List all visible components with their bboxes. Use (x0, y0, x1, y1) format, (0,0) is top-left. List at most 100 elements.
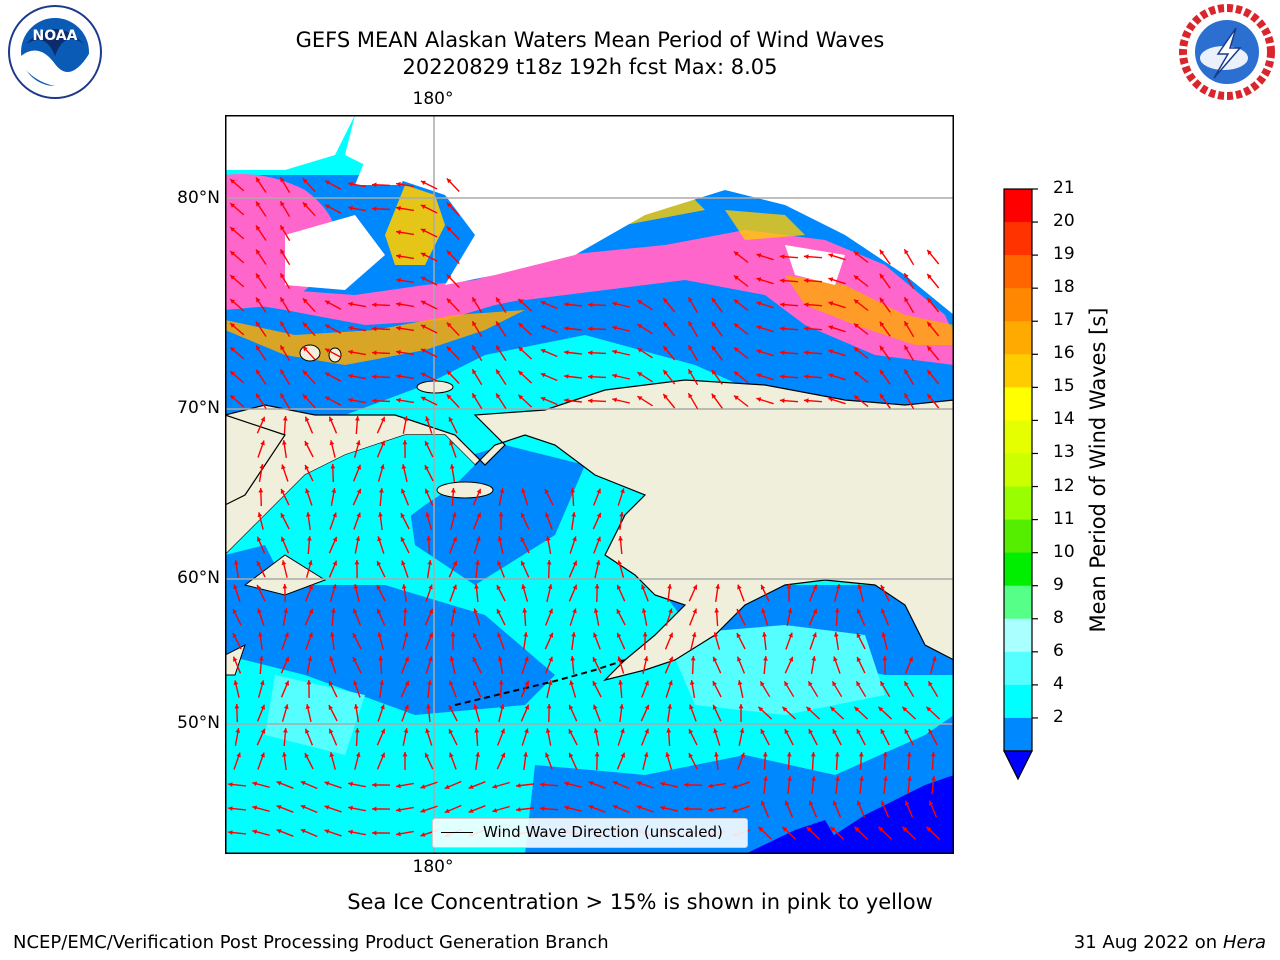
wind-wave-arrowhead (692, 608, 697, 614)
wind-wave-arrowhead (737, 680, 743, 685)
wind-wave-arrowhead (594, 752, 600, 757)
wind-wave-arrowhead (812, 584, 817, 590)
wind-wave-arrowhead (711, 393, 717, 399)
colorbar-tick-label: 10 (1053, 541, 1075, 562)
wind-wave-arrowhead (857, 584, 863, 590)
wind-wave-arrowhead (497, 656, 503, 661)
wind-wave-arrowhead (732, 808, 738, 813)
wind-wave-arrowhead (302, 370, 308, 376)
wind-wave-arrowhead (758, 706, 764, 712)
wind-wave-arrowhead (396, 205, 401, 211)
wind-wave-arrowhead (612, 325, 617, 331)
colorbar-tick-label: 2 (1053, 706, 1064, 727)
wind-wave-arrowhead (637, 324, 643, 329)
wind-wave-arrowhead (329, 416, 334, 422)
wind-wave-arrowhead (372, 398, 377, 404)
wind-wave-arrowhead (858, 752, 864, 757)
wind-wave-arrowhead (572, 584, 577, 590)
wind-wave-arrowhead (324, 781, 330, 786)
legend-label: Wind Wave Direction (unscaled) (483, 823, 723, 841)
wind-wave-arrowhead (853, 251, 859, 257)
wind-wave-arrowhead (788, 656, 794, 662)
wind-wave-arrowhead (302, 322, 308, 328)
wind-wave-arrowhead (804, 398, 809, 404)
wind-wave-arrowhead (280, 513, 285, 518)
wind-wave-arrowhead (588, 374, 593, 380)
wind-wave-arrowhead (280, 177, 285, 183)
wind-wave-arrowhead (588, 781, 594, 786)
wind-wave-arrowhead (400, 536, 406, 542)
wind-wave-arrowhead (733, 395, 739, 401)
wind-wave-arrowhead (372, 326, 377, 332)
wind-wave-arrowhead (427, 680, 432, 685)
legend-line-swatch (441, 832, 473, 833)
wind-wave-arrowhead (451, 608, 457, 613)
wind-wave-arrowhead (828, 301, 834, 306)
wind-wave-arrowhead (756, 349, 762, 354)
wind-wave-arrowhead (379, 680, 385, 685)
wind-wave-arrowhead (564, 781, 570, 787)
wind-wave-arrowhead (881, 632, 887, 638)
wind-wave-arrowhead (878, 826, 884, 832)
wind-wave-arrowhead (256, 561, 261, 566)
wind-wave-arrowhead (449, 464, 455, 469)
wind-wave-arrowhead (808, 681, 813, 687)
wind-wave-arrowhead (228, 782, 233, 787)
wind-wave-arrowhead (592, 657, 598, 662)
wind-wave-arrowhead (420, 252, 426, 258)
wind-wave-arrowhead (780, 398, 785, 404)
wind-wave-arrowhead (572, 608, 577, 614)
wind-wave-arrowhead (906, 752, 912, 757)
wind-wave-arrowhead (256, 393, 261, 399)
wind-wave-arrowhead (420, 396, 426, 402)
wind-wave-arrowhead (300, 805, 306, 810)
wind-wave-arrowhead (540, 397, 546, 402)
footer-host: Hera (1222, 932, 1266, 953)
wind-wave-arrowhead (928, 729, 933, 734)
colorbar-segment (1004, 321, 1032, 355)
wind-wave-arrowhead (302, 346, 308, 352)
wind-wave-arrowhead (663, 298, 668, 303)
wind-wave-arrowhead (637, 300, 643, 305)
wind-wave-arrowhead (660, 805, 665, 811)
map-legend: Wind Wave Direction (unscaled) (432, 818, 748, 848)
wind-wave-arrowhead (902, 706, 908, 712)
colorbar-tick-label: 17 (1053, 310, 1075, 331)
wind-wave-arrowhead (711, 345, 717, 351)
wind-wave-arrowhead (619, 512, 624, 517)
wind-wave-arrowhead (420, 300, 426, 306)
wind-wave-arrowhead (256, 369, 261, 375)
wind-wave-arrowhead (281, 536, 286, 542)
wind-wave-arrowhead (256, 584, 262, 590)
wind-wave-arrowhead (476, 488, 481, 494)
wind-wave-arrowhead (756, 373, 762, 378)
colorbar-tick-label: 14 (1053, 409, 1075, 430)
wind-wave-arrowhead (927, 250, 932, 255)
wind-wave-arrowhead (880, 585, 885, 590)
wind-wave-arrowhead (396, 397, 401, 403)
sea-ice-caption: Sea Ice Concentration > 15% is shown in … (347, 890, 933, 914)
wind-wave-arrowhead (306, 512, 311, 517)
wind-wave-arrowhead (230, 395, 236, 400)
wind-wave-arrowhead (404, 680, 410, 686)
wind-wave-arrowhead (708, 783, 713, 789)
wind-wave-arrowhead (499, 704, 505, 710)
wind-wave-arrowhead (712, 681, 717, 686)
wind-wave-arrowhead (784, 681, 789, 687)
wind-wave-arrowhead (637, 396, 643, 401)
wind-wave-arrowhead (830, 706, 836, 712)
wind-wave-arrowhead (524, 680, 529, 686)
wind-wave-arrowhead (473, 608, 478, 614)
colorbar-segment (1004, 486, 1032, 521)
wind-wave-arrowhead (308, 632, 313, 638)
wind-wave-arrowhead (927, 322, 932, 327)
wind-wave-arrowhead (547, 680, 553, 685)
wind-wave-arrowhead (644, 704, 650, 710)
wind-wave-arrowhead (690, 656, 696, 661)
wind-wave-arrowhead (497, 632, 502, 638)
wind-wave-arrowhead (404, 656, 409, 662)
colorbar-tick-label: 4 (1053, 673, 1064, 694)
wind-wave-arrowhead (420, 324, 426, 330)
wind-wave-arrowhead (356, 488, 362, 494)
colorbar-segment (1004, 288, 1032, 322)
